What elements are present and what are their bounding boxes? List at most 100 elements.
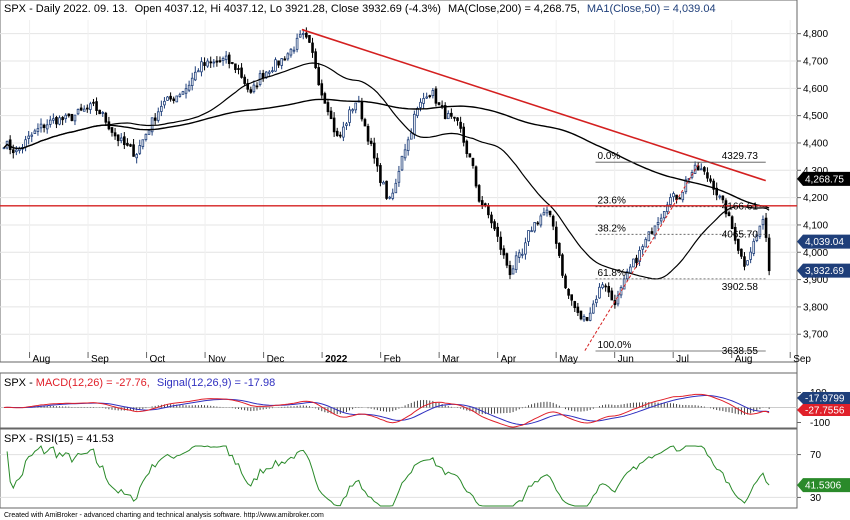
candle-body — [305, 32, 308, 38]
candle-body — [240, 67, 243, 78]
rsi-line — [6, 445, 770, 507]
candle-body — [292, 49, 296, 52]
candle-body — [724, 200, 728, 215]
fibonacci-levels: 0.0% 4329.73 23.6% 4166.61 38.2% 4065.70 61.8%… — [595, 151, 766, 357]
candle-body — [42, 124, 46, 128]
candle-body — [144, 133, 148, 140]
candle-body — [8, 139, 12, 151]
candle-body — [141, 139, 145, 147]
candle-body — [505, 253, 509, 266]
candle-body — [187, 84, 191, 91]
candle-body — [351, 109, 354, 112]
candle-body — [110, 127, 114, 133]
candle-body — [474, 166, 478, 187]
candle-body — [638, 249, 641, 262]
candle-body — [123, 136, 126, 146]
candle-body — [237, 68, 240, 70]
candle-body — [30, 134, 34, 137]
candle-body — [764, 217, 768, 238]
price-tag — [797, 171, 850, 186]
candle-body — [598, 286, 601, 299]
candle-body — [437, 102, 441, 105]
macd-tag — [797, 404, 850, 416]
candle-body — [126, 142, 129, 146]
candle-body — [564, 275, 567, 289]
y-axis-ticks: 4,800 4,700 4,600 4,500 4,400 4,300 4,200 4,100… — [797, 29, 828, 341]
candle-body — [622, 278, 626, 290]
price-header: SPX - Daily 2022. 09. 13. Open 4037.12, … — [4, 3, 716, 15]
x-tick-label: Feb — [384, 354, 402, 365]
candle-body — [625, 271, 629, 280]
y-tick-label: 4,600 — [803, 84, 828, 95]
candle-body — [468, 153, 472, 158]
candle-body — [480, 200, 484, 206]
candle-body — [632, 258, 635, 268]
candles — [2, 27, 771, 322]
candle-body — [147, 129, 151, 135]
candle-body — [669, 197, 672, 206]
candle-body — [89, 103, 92, 110]
candle-body — [678, 197, 681, 200]
x-tick-label: May — [559, 354, 578, 365]
candle-body — [585, 317, 589, 321]
y-tick-label: 3,700 — [803, 330, 828, 341]
fib-ratio-label: 38.2% — [598, 223, 626, 234]
candle-body — [70, 113, 74, 121]
candle-body — [48, 119, 52, 125]
candle-body — [388, 196, 391, 199]
candle-body — [672, 193, 675, 198]
candle-body — [450, 112, 453, 117]
candle-body — [79, 107, 83, 111]
y-tick-label: -100 — [810, 418, 830, 429]
candle-body — [539, 215, 543, 226]
candle-body — [496, 226, 499, 237]
candle-body — [369, 140, 373, 144]
y-tick-label: 4,100 — [803, 220, 828, 231]
grid — [0, 20, 797, 352]
candle-body — [175, 95, 179, 103]
candle-body — [289, 48, 293, 56]
candle-body — [138, 145, 142, 154]
price-tag-label: 4,268.75 — [805, 174, 844, 185]
candle-body — [635, 257, 638, 264]
candle-body — [18, 148, 21, 151]
candle-body — [727, 212, 731, 217]
x-tick-label: Nov — [208, 354, 226, 365]
candle-body — [224, 55, 228, 61]
candle-body — [391, 192, 395, 199]
candle-body — [348, 109, 351, 123]
candle-body — [156, 111, 160, 121]
candle-body — [493, 221, 496, 230]
y-tick-label: 4,700 — [803, 56, 828, 67]
candle-body — [511, 268, 515, 275]
candle-body — [443, 105, 447, 119]
candle-body — [209, 61, 213, 64]
candle-body — [502, 248, 506, 256]
candle-body — [311, 42, 314, 53]
ma50-line — [3, 62, 770, 280]
candle-body — [52, 118, 55, 121]
candle-body — [338, 134, 342, 137]
header-prefix: SPX - Daily 2022. 09. 13. — [4, 3, 128, 15]
candle-body — [740, 248, 743, 257]
candle-body — [181, 91, 185, 95]
y-tick-label: 4,500 — [803, 111, 828, 122]
candle-body — [419, 101, 422, 108]
candle-body — [730, 216, 734, 230]
candle-body — [212, 61, 216, 64]
candle-body — [576, 306, 580, 313]
candle-body — [715, 187, 718, 196]
candle-body — [588, 312, 592, 321]
candle-body — [409, 132, 413, 140]
y-tick-label: 4,300 — [803, 166, 828, 177]
macd-tag-label: -17.9799 — [805, 394, 845, 405]
macd-tag — [797, 392, 850, 404]
candle-body — [752, 240, 756, 254]
x-tick-label: Jul — [676, 354, 689, 365]
candle-body — [545, 209, 549, 214]
candle-body — [746, 260, 749, 266]
candle-body — [45, 124, 49, 130]
fib-price-label: 3638.55 — [722, 346, 759, 357]
candle-body — [462, 126, 466, 143]
fib-ratio-label: 61.8% — [598, 268, 626, 279]
